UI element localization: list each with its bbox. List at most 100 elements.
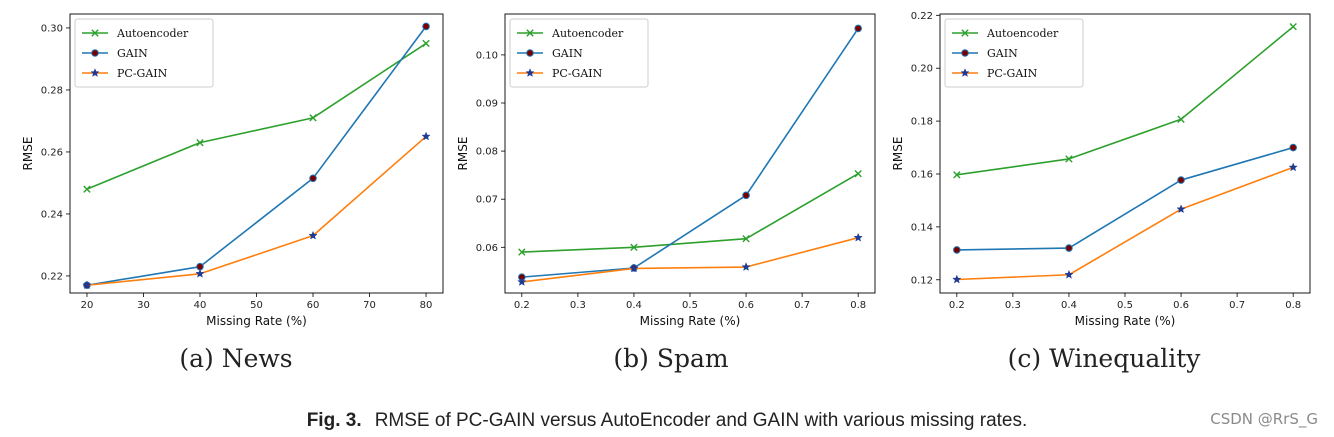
data-point-autoencoder	[1065, 155, 1073, 163]
series-line-gain	[521, 27, 859, 278]
data-point-pc-gain	[517, 277, 527, 286]
y-tick-label: 0.12	[911, 275, 933, 286]
legend-label: GAIN	[987, 47, 1018, 60]
y-tick-label: 0.10	[476, 50, 498, 61]
legend-marker	[961, 49, 969, 57]
subcaption-spam: (b) Spam	[613, 344, 728, 373]
data-point-gain	[953, 246, 961, 254]
x-tick-label: 0.3	[1005, 300, 1021, 311]
data-point-pc-gain	[195, 268, 205, 278]
figure-caption-label: Fig. 3.	[307, 410, 362, 431]
x-tick-label: 70	[363, 300, 376, 311]
series-line-pc-gain	[86, 135, 427, 287]
figure-caption: Fig. 3. RMSE of PC-GAIN versus AutoEncod…	[307, 410, 1028, 431]
x-tick-label: 60	[307, 300, 320, 311]
x-tick-label: 0.2	[514, 300, 530, 311]
legend-marker	[91, 29, 99, 37]
series-line-autoencoder	[956, 26, 1294, 176]
panel-spam: 0.2 0.3 0.4 0.5 0.6 0.7 0.8 0.06 0.07 0.08 0.09 0.1…	[456, 13, 876, 328]
y-tick-label: 0.18	[911, 117, 933, 128]
y-tick-label: 0.28	[41, 85, 63, 96]
y-tick-label: 0.16	[911, 169, 933, 180]
data-point-autoencoder	[309, 114, 317, 122]
legend-marker	[526, 29, 534, 37]
subcaption-winequality: (c) Winequality	[1008, 344, 1202, 373]
x-tick-label: 0.6	[1173, 300, 1189, 311]
x-tick-label: 0.5	[1117, 300, 1133, 311]
series-line-gain	[956, 146, 1294, 251]
x-tick-label: 0.3	[570, 300, 586, 311]
legend-marker	[960, 68, 970, 77]
legend-box	[74, 18, 214, 88]
legend-label: PC-GAIN	[117, 67, 168, 80]
x-tick-label: 80	[420, 300, 433, 311]
x-tick-label: 0.5	[682, 300, 698, 311]
data-point-autoencoder	[1289, 22, 1297, 31]
data-point-pc-gain	[421, 131, 431, 141]
x-tick-label: 20	[81, 300, 94, 311]
legend-marker	[90, 68, 100, 77]
legend-label: PC-GAIN	[987, 67, 1038, 80]
watermark: CSDN @RrS_G	[1210, 410, 1318, 429]
x-tick-label: 30	[137, 300, 150, 311]
data-point-pc-gain	[741, 262, 751, 271]
data-point-autoencoder	[196, 138, 204, 147]
data-point-gain	[1289, 143, 1297, 152]
y-tick-label: 0.07	[476, 195, 498, 206]
data-point-autoencoder	[854, 170, 862, 178]
x-tick-label: 50	[250, 300, 263, 311]
y-tick-label: 0.22	[41, 271, 63, 282]
x-tick-label: 0.2	[949, 300, 965, 311]
legend-label: Autoencoder	[551, 27, 624, 40]
x-axis-label: Missing Rate (%)	[1075, 314, 1176, 328]
data-point-autoencoder	[630, 243, 638, 251]
legend-box	[944, 18, 1084, 88]
legend-label: Autoencoder	[986, 27, 1059, 40]
series-line-autoencoder	[521, 173, 859, 253]
data-point-pc-gain	[1064, 269, 1074, 279]
y-axis-label: RMSE	[21, 137, 35, 171]
legend-label: Autoencoder	[116, 27, 189, 40]
data-point-gain	[309, 174, 317, 183]
data-point-pc-gain	[1176, 204, 1186, 214]
data-point-autoencoder	[953, 171, 961, 179]
x-tick-label: 0.8	[1285, 300, 1301, 311]
data-point-autoencoder	[1177, 115, 1185, 123]
data-point-autoencoder	[83, 185, 91, 193]
y-tick-label: 0.20	[911, 64, 933, 75]
legend-label: GAIN	[117, 47, 148, 60]
x-tick-label: 40	[194, 300, 207, 311]
data-point-pc-gain	[629, 263, 639, 273]
series-line-pc-gain	[956, 166, 1294, 281]
y-tick-label: 0.09	[476, 98, 498, 109]
legend-marker	[525, 68, 535, 77]
y-tick-label: 0.26	[41, 147, 63, 158]
data-point-autoencoder	[518, 248, 526, 256]
figure-caption-text: RMSE of PC-GAIN versus AutoEncoder and G…	[375, 410, 1028, 431]
x-tick-label: 0.8	[850, 300, 866, 311]
y-axis-label: RMSE	[891, 137, 905, 171]
series-line-pc-gain	[521, 236, 859, 283]
legend-label: PC-GAIN	[552, 67, 603, 80]
y-axis-label: RMSE	[456, 137, 470, 171]
data-point-pc-gain	[308, 230, 318, 240]
y-tick-label: 0.30	[41, 23, 63, 34]
panel-winequality: 0.2 0.3 0.4 0.5 0.6 0.7 0.8 0.12 0.14 0.16 0.18 0.2…	[891, 11, 1311, 328]
legend-marker	[526, 49, 534, 57]
data-point-autoencoder	[422, 39, 430, 48]
legend-marker	[91, 49, 99, 57]
data-point-pc-gain	[82, 280, 92, 290]
x-tick-label: 0.7	[1229, 300, 1245, 311]
x-axis-label: Missing Rate (%)	[640, 314, 741, 328]
data-point-gain	[854, 24, 862, 33]
x-tick-label: 0.4	[1061, 300, 1077, 311]
panel-news: 20 30 40 50 60 70 80 0.22 0.24 0.26 0.28 0.30 Missin…	[21, 13, 444, 328]
legend-label: GAIN	[552, 47, 583, 60]
x-tick-label: 0.7	[794, 300, 810, 311]
x-axis-label: Missing Rate (%)	[206, 314, 307, 328]
legend-marker	[961, 29, 969, 37]
y-tick-label: 0.22	[911, 11, 933, 22]
data-point-gain	[1177, 176, 1185, 184]
data-point-autoencoder	[742, 234, 750, 243]
